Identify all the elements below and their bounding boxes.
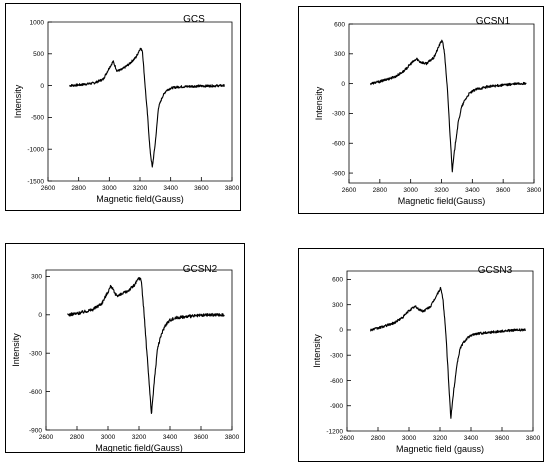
chart-title: GCSN1 <box>476 16 511 27</box>
chart-title: GCSN3 <box>478 265 513 276</box>
x-tick-label: 3400 <box>163 434 178 441</box>
y-tick-label: -1500 <box>27 178 44 185</box>
x-tick-label: 3600 <box>495 435 510 442</box>
x-tick-label: 2600 <box>342 187 357 194</box>
x-tick-label: 2600 <box>39 434 54 441</box>
x-tick-label: 3600 <box>194 434 209 441</box>
y-axis-label: Intensity <box>11 333 21 367</box>
x-axis-label: Magnetic field(Gauss) <box>95 443 183 453</box>
x-tick-label: 3000 <box>403 187 418 194</box>
x-tick-label: 2800 <box>373 187 388 194</box>
x-tick-label: 2800 <box>71 185 86 192</box>
x-tick-label: 3000 <box>402 435 417 442</box>
chart-title: GCS <box>183 14 205 25</box>
epr-spectrum-line <box>370 39 527 173</box>
y-tick-label: -900 <box>29 427 42 434</box>
y-tick-label: -500 <box>31 115 44 122</box>
chart-svg-gcsn2: 2600 2800 3000 3200 3400 3600 3800-900-600-300… <box>11 264 240 453</box>
chart-panel-gcsn2: 2600 2800 3000 3200 3400 3600 3800 -900 -600 -300… <box>5 243 245 453</box>
epr-spectrum-line <box>69 47 225 168</box>
chart-panel-gcsn1: 2600 2800 3000 3200 3400 3600 3800 -900 -600 -300… <box>298 6 544 214</box>
chart-svg-gcs: 2600 2800 3000 3200 3400 3600 3800 -1500 -1000 -5… <box>13 14 240 204</box>
x-axis-label: Magnetic field(Gauss) <box>96 194 184 204</box>
x-tick-label: 3800 <box>527 187 542 194</box>
y-tick-label: 0 <box>339 327 343 334</box>
chart-panel-gcs: 2600 2800 3000 3200 3400 3600 3800 -1500 -1000 -5… <box>5 3 241 211</box>
y-tick-label: 0 <box>40 83 44 90</box>
y-tick-label: -1000 <box>27 147 44 154</box>
chart-panel-gcsn3: 2600 2800 3000 3200 3400 3600 3800 -1200 -900 -60… <box>298 248 544 462</box>
x-tick-label: 3800 <box>225 185 240 192</box>
y-tick-label: 1000 <box>30 19 45 26</box>
y-tick-label: 600 <box>334 21 345 28</box>
epr-spectrum-line <box>67 277 225 415</box>
x-tick-label: 3800 <box>225 434 240 441</box>
x-axis-label: Magnetic field(Gauss) <box>398 196 486 206</box>
x-tick-label: 2600 <box>41 185 56 192</box>
y-tick-label: -900 <box>332 170 345 177</box>
x-tick-label: 3200 <box>433 435 448 442</box>
y-tick-label: -1200 <box>326 428 343 435</box>
x-tick-label: 2800 <box>371 435 386 442</box>
y-tick-label: 300 <box>334 51 345 58</box>
y-tick-label: 0 <box>341 81 345 88</box>
y-tick-label: 500 <box>33 51 44 58</box>
y-tick-label: -900 <box>330 403 343 410</box>
y-axis-label: Intensity <box>13 84 23 118</box>
chart-title: GCSN2 <box>183 264 218 275</box>
plot-frame <box>346 270 534 432</box>
y-axis-label: Intensity <box>312 334 322 368</box>
y-tick-label: -600 <box>29 389 42 396</box>
axes <box>45 269 233 431</box>
axes <box>346 270 534 432</box>
axes <box>348 23 535 184</box>
y-tick-label: -600 <box>332 141 345 148</box>
epr-spectrum-line <box>370 286 526 419</box>
x-tick-label: 3400 <box>465 187 480 194</box>
y-tick-label: -600 <box>330 378 343 385</box>
x-tick-label: 3400 <box>464 435 479 442</box>
x-tick-label: 3200 <box>132 434 147 441</box>
axes <box>47 21 233 182</box>
y-tick-label: 0 <box>38 312 42 319</box>
x-tick-label: 3200 <box>133 185 148 192</box>
x-axis-label: Magnetic field (gauss) <box>396 444 484 454</box>
x-tick-label: 3000 <box>102 185 117 192</box>
y-axis-label: Intensity <box>314 86 324 120</box>
x-tick-label: 3600 <box>194 185 209 192</box>
y-tick-label: 300 <box>31 274 42 281</box>
x-tick-label: 2600 <box>340 435 355 442</box>
x-tick-label: 3400 <box>163 185 178 192</box>
y-tick-label: -300 <box>29 351 42 358</box>
x-tick-label: 3600 <box>496 187 511 194</box>
plot-frame <box>45 269 233 431</box>
x-tick-label: 3200 <box>434 187 449 194</box>
x-tick-label: 2800 <box>70 434 85 441</box>
plot-frame <box>47 21 233 182</box>
y-tick-label: -300 <box>330 353 343 360</box>
chart-svg-gcsn3: 2600 2800 3000 3200 3400 3600 3800-1200-900-60… <box>312 265 541 454</box>
plot-frame <box>348 23 535 184</box>
y-tick-label: -300 <box>332 111 345 118</box>
chart-svg-gcsn1: 2600 2800 3000 3200 3400 3600 3800-900-600-300… <box>314 16 542 206</box>
y-tick-label: 600 <box>332 277 343 284</box>
y-tick-label: 300 <box>332 302 343 309</box>
x-tick-label: 3000 <box>101 434 116 441</box>
x-tick-label: 3800 <box>526 435 541 442</box>
